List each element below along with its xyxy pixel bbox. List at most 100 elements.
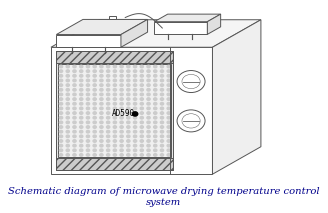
Circle shape — [86, 98, 90, 100]
Bar — [56, 52, 173, 170]
Circle shape — [147, 154, 150, 156]
Circle shape — [113, 98, 116, 100]
Circle shape — [107, 117, 110, 119]
Circle shape — [147, 149, 150, 152]
Circle shape — [107, 126, 110, 128]
Circle shape — [59, 135, 63, 138]
Circle shape — [86, 89, 90, 91]
Circle shape — [73, 65, 76, 68]
Circle shape — [113, 121, 116, 124]
Circle shape — [160, 93, 164, 96]
Circle shape — [66, 112, 70, 114]
Circle shape — [154, 75, 157, 77]
Circle shape — [93, 93, 96, 96]
Circle shape — [73, 112, 76, 114]
Circle shape — [66, 75, 70, 77]
Circle shape — [154, 102, 157, 105]
Circle shape — [66, 84, 70, 86]
Circle shape — [59, 126, 63, 128]
Circle shape — [167, 144, 170, 147]
Polygon shape — [154, 14, 221, 22]
Circle shape — [133, 65, 137, 68]
Circle shape — [93, 65, 96, 68]
Circle shape — [66, 98, 70, 100]
Circle shape — [127, 93, 130, 96]
Circle shape — [93, 84, 96, 86]
Circle shape — [133, 75, 137, 77]
Circle shape — [93, 102, 96, 105]
Circle shape — [120, 93, 123, 96]
Circle shape — [59, 93, 63, 96]
Circle shape — [66, 65, 70, 68]
Circle shape — [167, 70, 170, 72]
Circle shape — [80, 154, 83, 156]
Circle shape — [107, 89, 110, 91]
Circle shape — [160, 75, 164, 77]
Circle shape — [80, 89, 83, 91]
Bar — [56, 52, 173, 63]
Circle shape — [113, 117, 116, 119]
Circle shape — [93, 98, 96, 100]
Circle shape — [80, 70, 83, 72]
Circle shape — [66, 107, 70, 110]
Circle shape — [107, 135, 110, 138]
Circle shape — [113, 135, 116, 138]
Circle shape — [107, 121, 110, 124]
Circle shape — [107, 79, 110, 82]
Circle shape — [167, 89, 170, 91]
Circle shape — [160, 107, 164, 110]
Circle shape — [140, 144, 143, 147]
Circle shape — [100, 65, 103, 68]
Circle shape — [147, 107, 150, 110]
Circle shape — [167, 149, 170, 152]
Circle shape — [59, 112, 63, 114]
Circle shape — [147, 70, 150, 72]
Circle shape — [127, 112, 130, 114]
Circle shape — [120, 89, 123, 91]
Bar — [58, 64, 171, 157]
Circle shape — [93, 135, 96, 138]
Circle shape — [127, 107, 130, 110]
Circle shape — [107, 112, 110, 114]
Circle shape — [59, 144, 63, 147]
Circle shape — [73, 149, 76, 152]
Circle shape — [120, 112, 123, 114]
Circle shape — [147, 140, 150, 142]
Circle shape — [154, 84, 157, 86]
Circle shape — [127, 126, 130, 128]
Circle shape — [86, 126, 90, 128]
Circle shape — [59, 130, 63, 133]
Circle shape — [120, 84, 123, 86]
Circle shape — [140, 79, 143, 82]
Circle shape — [147, 65, 150, 68]
Bar — [56, 158, 173, 170]
Circle shape — [93, 140, 96, 142]
Circle shape — [133, 98, 137, 100]
Bar — [109, 16, 115, 19]
Circle shape — [120, 130, 123, 133]
Circle shape — [100, 149, 103, 152]
Circle shape — [59, 121, 63, 124]
Circle shape — [127, 130, 130, 133]
Circle shape — [113, 79, 116, 82]
Circle shape — [147, 75, 150, 77]
Circle shape — [73, 84, 76, 86]
Circle shape — [100, 121, 103, 124]
Circle shape — [100, 112, 103, 114]
Circle shape — [80, 84, 83, 86]
Circle shape — [100, 117, 103, 119]
Circle shape — [140, 98, 143, 100]
Circle shape — [177, 110, 205, 132]
Circle shape — [120, 144, 123, 147]
Circle shape — [100, 135, 103, 138]
Circle shape — [66, 93, 70, 96]
Circle shape — [93, 144, 96, 147]
Circle shape — [177, 71, 205, 92]
Circle shape — [73, 154, 76, 156]
Circle shape — [147, 93, 150, 96]
Circle shape — [80, 149, 83, 152]
Circle shape — [127, 154, 130, 156]
Circle shape — [133, 149, 137, 152]
Circle shape — [154, 135, 157, 138]
Circle shape — [66, 121, 70, 124]
